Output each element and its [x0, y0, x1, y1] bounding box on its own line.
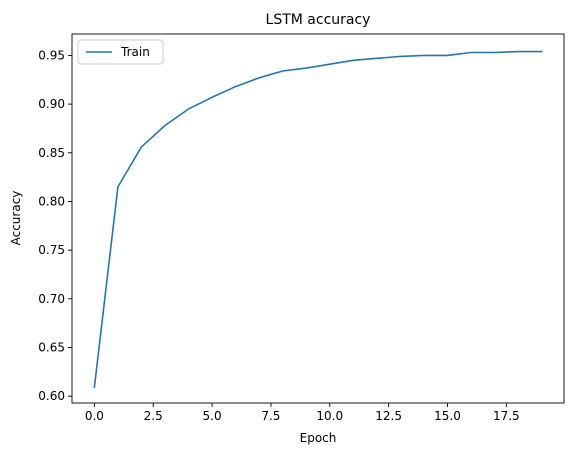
x-tick-label: 15.0: [434, 409, 461, 423]
legend: Train: [78, 40, 163, 64]
y-tick-label: 0.95: [38, 48, 65, 62]
legend-label: Train: [120, 45, 150, 59]
y-tick-label: 0.60: [38, 389, 65, 403]
y-tick-label: 0.80: [38, 194, 65, 208]
y-tick-label: 0.65: [38, 341, 65, 355]
x-tick-label: 2.5: [144, 409, 163, 423]
y-axis-label: Accuracy: [9, 191, 23, 246]
x-tick-label: 5.0: [203, 409, 222, 423]
x-tick-label: 7.5: [261, 409, 280, 423]
x-tick-label: 17.5: [493, 409, 520, 423]
x-tick-label: 0.0: [85, 409, 104, 423]
x-tick-label: 12.5: [375, 409, 402, 423]
y-tick-label: 0.85: [38, 146, 65, 160]
x-tick-label: 10.0: [316, 409, 343, 423]
x-axis-label: Epoch: [300, 431, 337, 445]
y-tick-label: 0.90: [38, 97, 65, 111]
y-tick-label: 0.75: [38, 243, 65, 257]
y-tick-label: 0.70: [38, 292, 65, 306]
chart-title: LSTM accuracy: [266, 12, 371, 28]
